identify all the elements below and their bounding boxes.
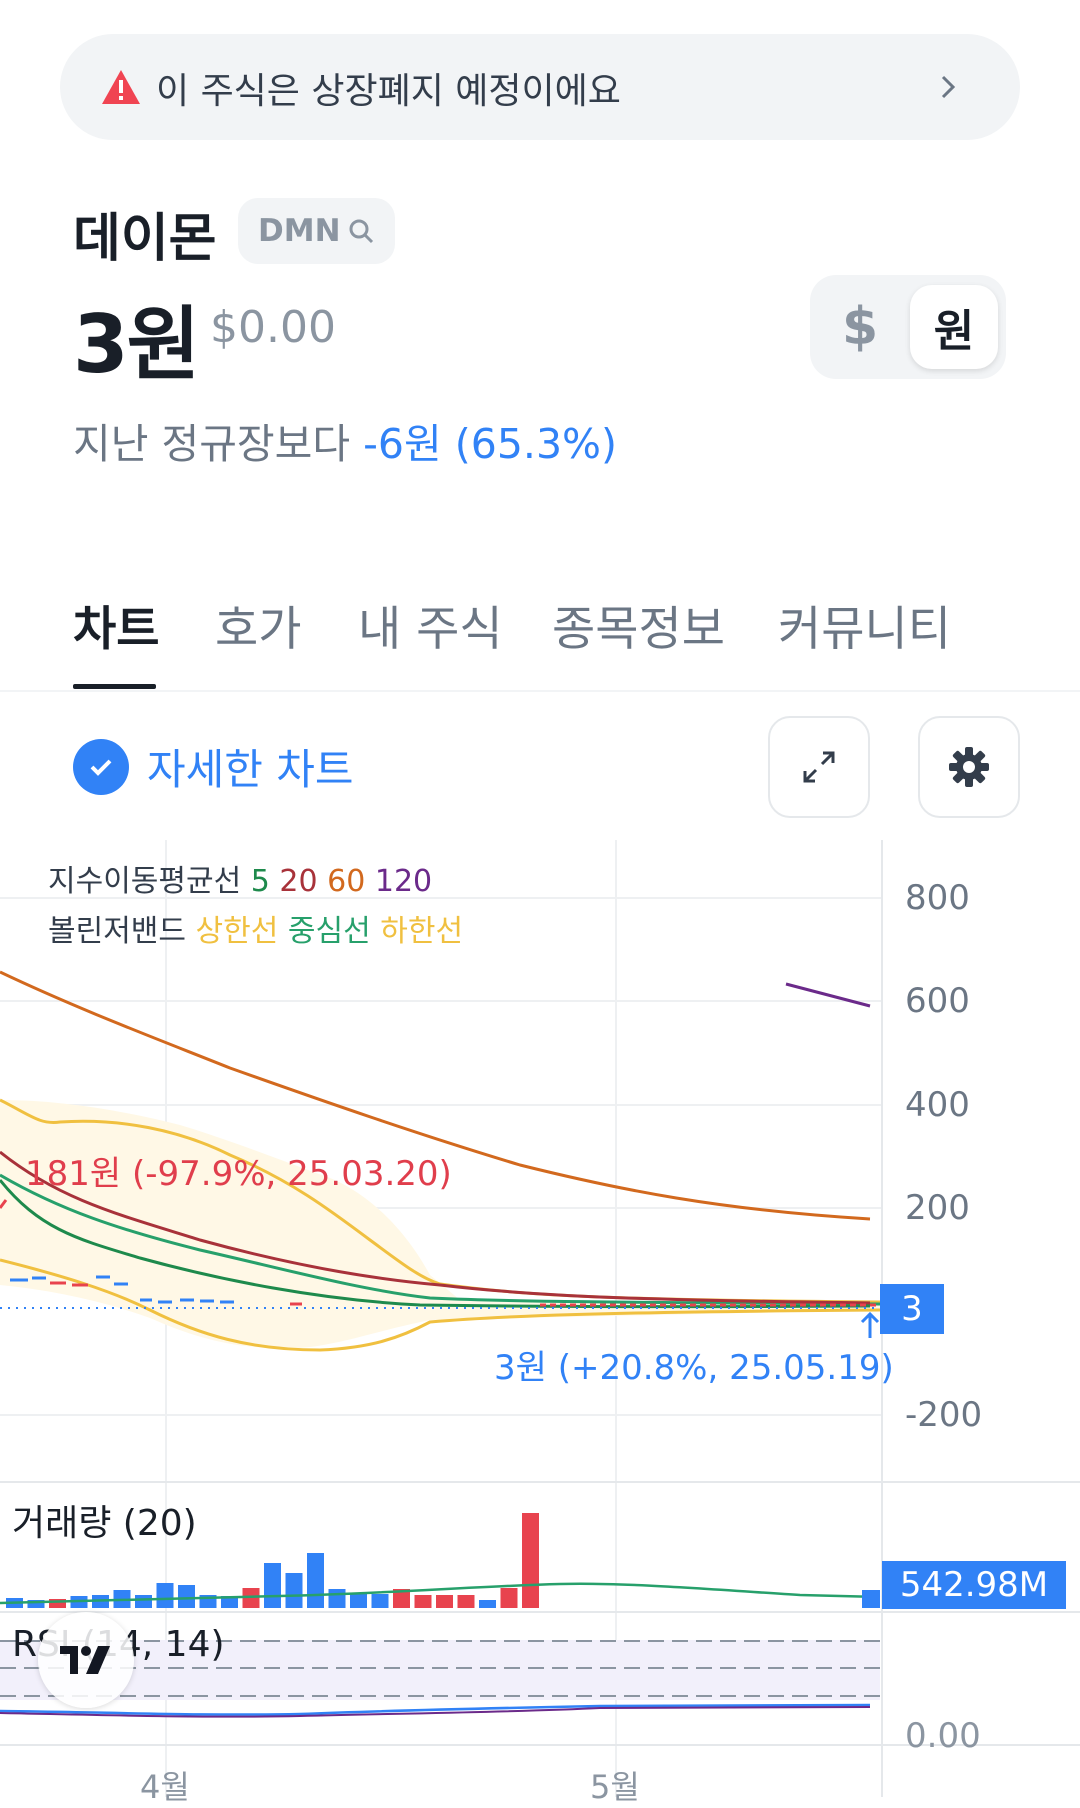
rsi-zero-label: 0.00	[905, 1716, 981, 1756]
volume-bar	[522, 1513, 539, 1608]
volume-bar	[393, 1589, 410, 1608]
fullscreen-button[interactable]	[768, 716, 870, 818]
detailed-chart-toggle[interactable]: 자세한 차트	[73, 736, 354, 797]
check-icon	[73, 738, 129, 795]
bollinger-legend-label: 볼린저밴드	[48, 914, 186, 949]
tab-bar: 차트 호가 내 주식 종목정보 커뮤니티	[0, 590, 1080, 692]
volume-bar	[27, 1600, 45, 1608]
volume-bar	[436, 1595, 453, 1608]
ticker-symbol: DMN	[258, 213, 341, 249]
banner-text: 이 주식은 상장폐지 예정이에요	[156, 71, 621, 112]
low-annotation: 3원 (+20.8%, 25.05.19)	[494, 1348, 894, 1388]
x-tick-april: 4월	[140, 1768, 190, 1806]
y-tick-400: 400	[905, 1085, 970, 1125]
low-marker-arrow	[860, 1311, 880, 1338]
bollinger-upper-label: 상한선	[195, 914, 279, 949]
y-tick-600: 600	[905, 981, 970, 1021]
search-icon	[349, 219, 373, 244]
rsi-line	[0, 1703, 871, 1716]
price-chart[interactable]	[0, 840, 1080, 1797]
price-change: 지난 정규장보다 -6원 (65.3%)	[73, 410, 617, 470]
chevron-right-icon	[941, 75, 956, 99]
y-tick-200: 200	[905, 1188, 970, 1228]
ema-20-line	[0, 1150, 871, 1305]
volume-bar	[307, 1553, 324, 1608]
rsi-levels	[0, 1640, 880, 1697]
tab-stock-info[interactable]: 종목정보	[552, 602, 725, 657]
volume-bar	[242, 1588, 260, 1608]
detailed-chart-label: 자세한 차트	[147, 745, 354, 794]
volume-bar	[371, 1594, 389, 1608]
bollinger-middle	[0, 1173, 881, 1306]
tab-orderbook[interactable]: 호가	[215, 602, 302, 657]
volume-bar	[221, 1596, 238, 1608]
volume-bar	[350, 1594, 367, 1608]
tradingview-icon	[60, 1646, 110, 1674]
y-tick-800: 800	[905, 878, 970, 918]
ema-5-line	[0, 1179, 871, 1309]
volume-bar	[135, 1595, 152, 1608]
high-marker	[0, 1199, 8, 1209]
y-tick-neg200: -200	[905, 1395, 983, 1435]
candles	[10, 1275, 880, 1307]
bollinger-lower-label: 하한선	[380, 914, 464, 949]
ema-legend-label: 지수이동평균선	[48, 864, 242, 899]
ema-legend: 지수이동평균선 5 20 60 120	[48, 856, 432, 900]
stock-name: 데이몬	[73, 209, 217, 269]
tab-chart[interactable]: 차트	[73, 602, 160, 657]
ema-20-label: 20	[279, 864, 318, 899]
volume-bar	[457, 1595, 475, 1608]
x-tick-may: 5월	[590, 1768, 640, 1806]
ema-60-label: 60	[327, 864, 366, 899]
current-price: 3원	[73, 298, 200, 391]
volume-tag: 542.98M	[882, 1561, 1066, 1609]
rsi-band	[0, 1640, 880, 1700]
chart-settings-button[interactable]	[918, 716, 1020, 818]
volume-bar	[178, 1585, 195, 1608]
price-usd: $0.00	[210, 302, 336, 353]
current-price-tag: 3	[880, 1284, 944, 1334]
volume-bar	[285, 1573, 303, 1608]
ticker-search-chip[interactable]: DMN	[238, 198, 395, 264]
high-annotation: 181원 (-97.9%, 25.03.20)	[25, 1154, 452, 1194]
bollinger-fill	[0, 1100, 880, 1349]
volume-bar	[500, 1588, 518, 1608]
volume-title: 거래량 (20)	[12, 1503, 197, 1544]
ema-120-line	[785, 982, 871, 1008]
change-prefix: 지난 정규장보다	[73, 420, 351, 468]
ema-120-label: 120	[374, 864, 433, 899]
volume-bar	[156, 1583, 174, 1608]
expand-icon	[803, 751, 835, 783]
tab-my-stock[interactable]: 내 주식	[358, 602, 503, 657]
currency-toggle[interactable]: $ 원	[810, 275, 1006, 379]
change-value: -6원 (65.3%)	[363, 420, 617, 468]
bollinger-lower	[0, 1258, 881, 1352]
gear-icon	[949, 747, 989, 787]
delisting-banner[interactable]: 이 주식은 상장폐지 예정이에요	[60, 34, 1020, 140]
tradingview-logo[interactable]	[38, 1612, 134, 1708]
active-tab-indicator	[73, 684, 156, 689]
volume-bar	[479, 1600, 496, 1608]
ema-5-label: 5	[250, 864, 270, 899]
volume-bar	[328, 1589, 346, 1608]
currency-usd-button[interactable]: $	[842, 297, 879, 357]
volume-last-bar	[862, 1590, 880, 1608]
volume-ma-line	[0, 1582, 881, 1605]
currency-krw-button[interactable]: 원	[910, 285, 998, 369]
volume-bar	[414, 1595, 432, 1608]
warning-icon	[102, 70, 140, 104]
ema-60-line	[0, 970, 871, 1221]
tab-community[interactable]: 커뮤니티	[778, 602, 951, 657]
volume-bar	[49, 1599, 66, 1608]
rsi-signal-line	[0, 1706, 871, 1718]
bollinger-legend: 볼린저밴드 상한선 중심선 하한선	[48, 906, 463, 950]
bollinger-middle-label: 중심선	[287, 914, 371, 949]
volume-bar	[264, 1563, 281, 1608]
